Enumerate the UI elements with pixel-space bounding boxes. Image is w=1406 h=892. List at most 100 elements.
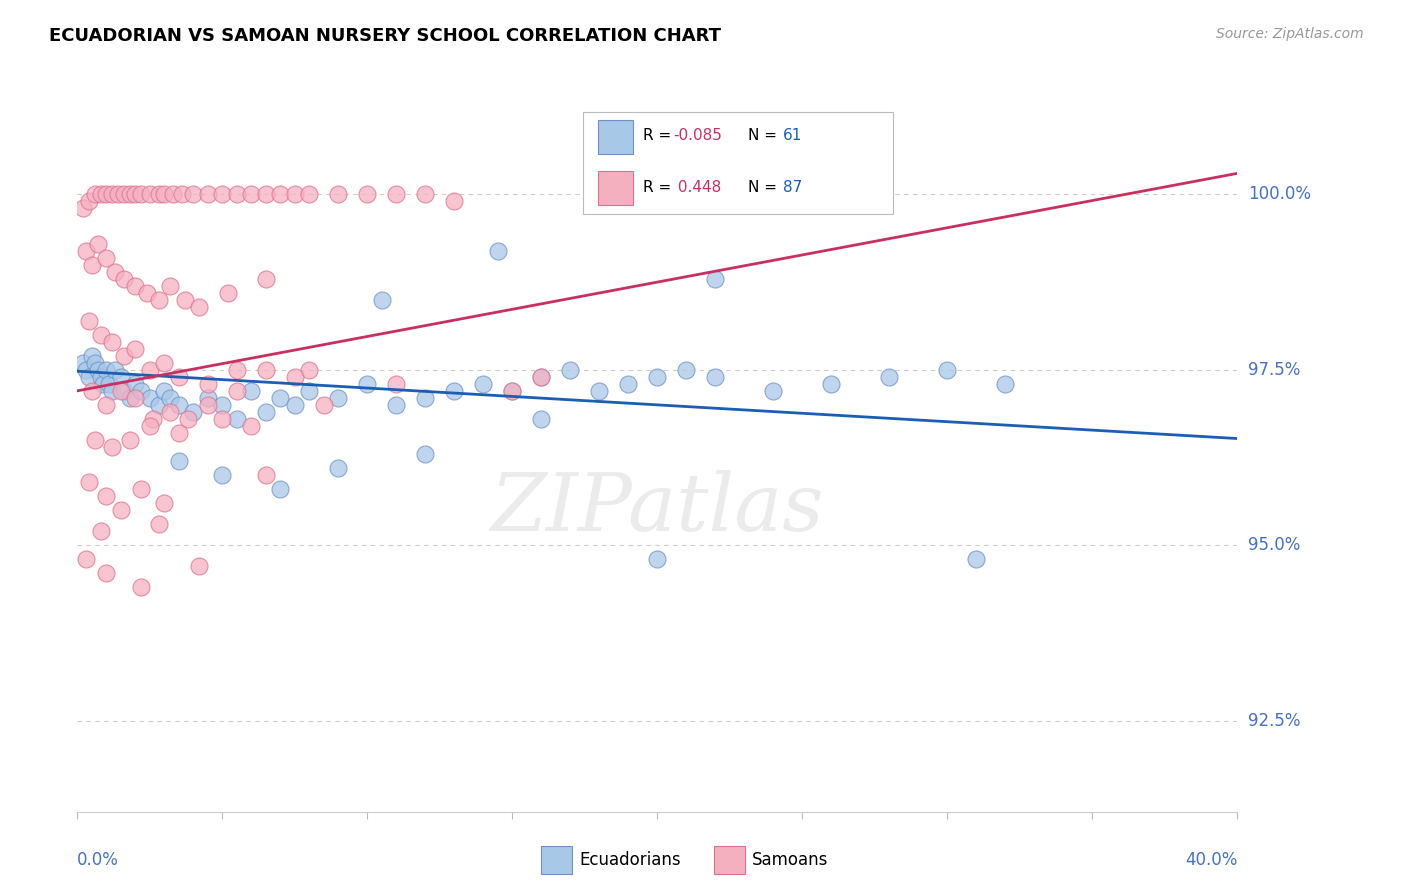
Point (176, 412, 198, 426)
Point (167, 369, 190, 384)
Point (75, 552, 97, 566)
Point (110, 503, 132, 517)
Text: N =: N = (748, 128, 782, 144)
Point (225, 384, 247, 398)
Point (328, 461, 350, 475)
Point (269, 391, 291, 405)
Point (124, 391, 146, 405)
Point (96, 566, 118, 581)
Point (994, 376, 1017, 391)
Point (284, 398, 307, 412)
Point (877, 369, 901, 384)
Point (86, 236, 108, 251)
Point (86, 363, 108, 377)
Point (298, 363, 321, 377)
Point (101, 384, 124, 398)
Point (72, 356, 94, 370)
Point (197, 391, 219, 405)
Point (312, 398, 335, 412)
Point (762, 384, 785, 398)
Point (211, 412, 233, 426)
Point (472, 376, 495, 391)
Text: N =: N = (748, 179, 782, 194)
Point (148, 517, 170, 532)
Point (385, 187, 408, 202)
Text: Source: ZipAtlas.com: Source: ZipAtlas.com (1216, 27, 1364, 41)
Point (647, 552, 669, 566)
Point (240, 384, 263, 398)
Point (101, 334, 124, 349)
Point (75, 244, 97, 258)
Point (110, 384, 132, 398)
Text: 61: 61 (783, 128, 803, 144)
Point (129, 187, 152, 202)
Point (820, 376, 842, 391)
Point (77, 314, 100, 328)
Point (211, 468, 233, 483)
Point (328, 187, 350, 202)
Text: 100.0%: 100.0% (1249, 186, 1312, 203)
Point (104, 264, 127, 278)
Point (183, 405, 205, 419)
Point (298, 384, 321, 398)
Point (197, 398, 219, 412)
Point (211, 398, 233, 412)
Point (129, 580, 152, 594)
Point (139, 363, 162, 377)
Point (217, 285, 239, 300)
Point (93, 376, 115, 391)
Point (675, 363, 697, 377)
Point (98, 376, 121, 391)
Text: 95.0%: 95.0% (1249, 536, 1301, 554)
Point (77, 194, 100, 209)
Point (385, 376, 408, 391)
Point (162, 187, 184, 202)
Point (530, 369, 553, 384)
Point (153, 187, 176, 202)
Point (112, 384, 135, 398)
Point (129, 384, 152, 398)
Point (148, 293, 170, 307)
Point (142, 412, 165, 426)
Text: 0.448: 0.448 (673, 179, 721, 194)
Point (188, 559, 211, 574)
Text: R =: R = (643, 179, 676, 194)
Text: -0.085: -0.085 (673, 128, 723, 144)
Point (167, 398, 190, 412)
Point (77, 475, 100, 489)
Point (486, 244, 509, 258)
Point (139, 187, 162, 202)
Point (159, 391, 181, 405)
Text: Samoans: Samoans (752, 851, 828, 869)
Point (588, 384, 610, 398)
Point (118, 187, 141, 202)
Point (139, 391, 162, 405)
Point (173, 293, 195, 307)
Point (153, 356, 176, 370)
Point (443, 194, 465, 209)
Point (96, 398, 118, 412)
Text: 40.0%: 40.0% (1185, 851, 1237, 869)
Point (225, 412, 247, 426)
Point (269, 187, 291, 202)
Point (96, 251, 118, 265)
Point (83, 356, 105, 370)
Point (356, 187, 378, 202)
Point (75, 363, 97, 377)
Point (129, 482, 152, 496)
Text: Ecuadorians: Ecuadorians (579, 851, 681, 869)
Point (704, 369, 727, 384)
Point (112, 349, 135, 363)
Point (269, 482, 291, 496)
Point (530, 369, 553, 384)
Point (560, 363, 582, 377)
Point (254, 187, 277, 202)
Point (107, 187, 129, 202)
Point (167, 425, 190, 440)
Point (135, 285, 157, 300)
Point (159, 405, 181, 419)
Point (104, 363, 127, 377)
Point (167, 454, 190, 468)
Point (371, 293, 394, 307)
Point (80, 384, 103, 398)
